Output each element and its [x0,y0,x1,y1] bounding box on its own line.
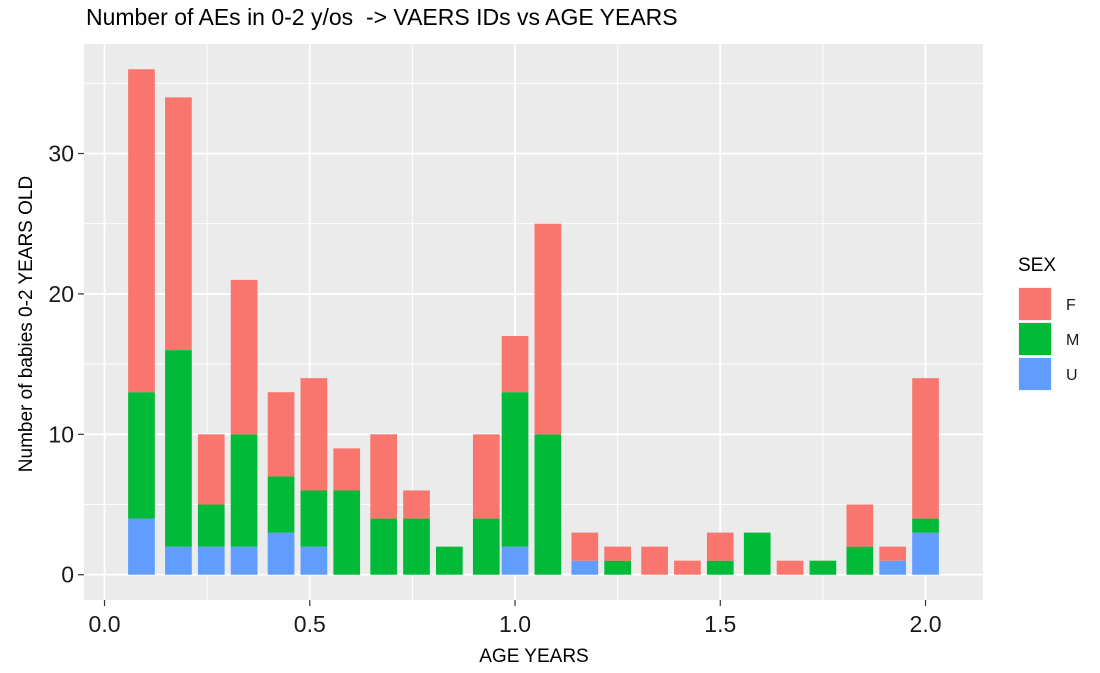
bar-segment-u [128,518,155,575]
bar-segment-f [641,546,668,575]
bar-segment-f [846,504,874,547]
legend-label-f: F [1066,297,1076,314]
bar-segment-f [534,223,562,435]
bar-segment-m [604,560,631,575]
bar-segment-f [571,532,599,561]
x-tick-label: 1.0 [499,611,531,637]
bar-segment-f [197,434,225,505]
bar-segment-m [846,546,874,575]
legend-label-u: U [1066,367,1078,384]
x-axis-title: AGE YEARS [479,646,588,667]
bar-segment-f [706,532,734,561]
bar-segment-u [300,546,328,575]
bar-segment-u [267,532,295,575]
legend-swatch-u [1019,358,1051,390]
bar-segment-m [436,546,463,575]
bar-segment-f [370,434,398,519]
bar-segment-u [165,546,192,575]
bar-segment-f [501,336,529,393]
y-tick-label: 10 [48,421,74,447]
bar-segment-m [128,392,155,519]
bar-segment-m [912,518,939,533]
bar-segment-f [165,97,192,351]
x-tick-label: 2.0 [910,611,942,637]
x-tick-label: 0.5 [294,611,326,637]
bar-segment-m [472,518,500,575]
bar-segment-m [706,560,734,575]
bar-segment-u [879,560,907,575]
bar-segment-f [300,378,328,491]
bar-segment-f [674,560,701,575]
legend-title: SEX [1018,255,1056,276]
bar-segment-m [165,350,192,547]
bar-segment-f [333,448,361,491]
legend: SEX F M U [1018,255,1079,391]
y-axis: 0 10 20 30 [48,141,84,588]
bar-segment-m [809,560,837,575]
bar-segment-u [571,560,599,575]
y-axis-title: Number of babies 0-2 YEARS OLD [16,176,37,472]
bar-segment-f [776,560,804,575]
bar-segment-f [128,69,155,393]
bar-segment-m [403,518,430,575]
bar-segment-m [230,434,258,547]
legend-swatch-f [1019,288,1051,320]
legend-label-m: M [1066,332,1079,349]
bar-segment-f [230,279,258,435]
x-axis: 0.0 0.5 1.0 1.5 2.0 [89,600,942,637]
bar-segment-m [743,532,771,575]
bar-segment-f [267,392,295,477]
bars [128,69,939,575]
bar-segment-f [912,378,939,519]
bar-segment-u [912,532,939,575]
bar-segment-f [403,490,430,519]
bar-segment-f [472,434,500,519]
bar-segment-m [370,518,398,575]
y-tick-label: 20 [48,281,74,307]
bar-segment-m [534,434,562,575]
bar-segment-m [501,392,529,547]
bar-segment-u [197,546,225,575]
bar-segment-m [267,476,295,533]
y-tick-label: 30 [48,141,74,167]
legend-swatch-m [1019,323,1051,355]
bar-segment-m [300,490,328,547]
bar-segment-u [230,546,258,575]
x-tick-label: 0.0 [89,611,121,637]
bar-segment-f [879,546,907,561]
bar-segment-m [333,490,361,575]
x-tick-label: 1.5 [704,611,736,637]
bar-segment-m [197,504,225,547]
y-tick-label: 0 [61,562,74,588]
bar-segment-u [501,546,529,575]
chart-title: Number of AEs in 0-2 y/os -> VAERS IDs v… [86,4,678,30]
bar-segment-f [604,546,631,561]
